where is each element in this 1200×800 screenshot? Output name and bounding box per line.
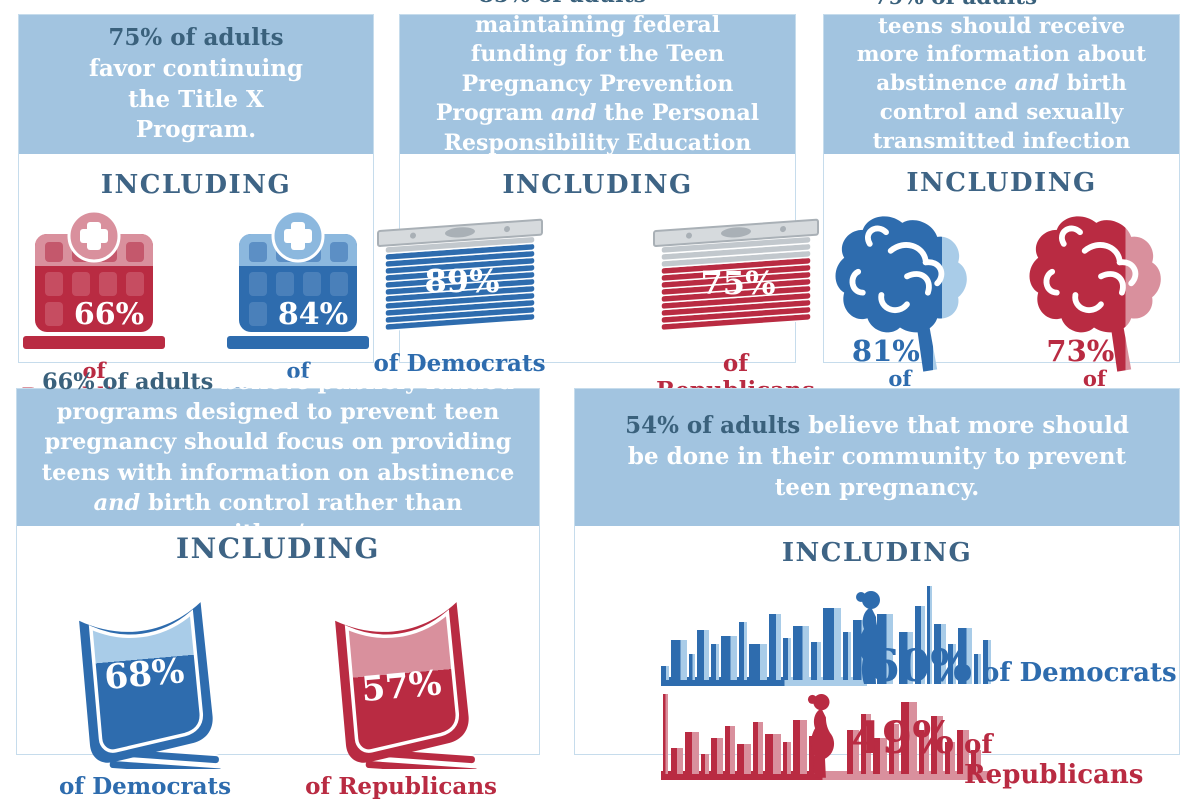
book-icon: 57%	[335, 602, 481, 778]
stat-value: 75%	[700, 264, 775, 302]
stat-label: of Democrats	[982, 658, 1177, 688]
card-title-x: 75% of adults favor continuing the Title…	[18, 14, 374, 408]
stat-republicans: 66% of Republicans	[19, 209, 169, 408]
stat-value: 60%	[869, 641, 973, 692]
card-headline: 54% of adults believe that more should b…	[575, 389, 1179, 526]
headline-body: believe teens should receive more inform…	[856, 0, 1147, 97]
stat-label: of Republicans	[964, 730, 1144, 790]
stat-value: 57%	[360, 663, 443, 710]
card-community-prevention: 54% of adults believe that more should b…	[574, 388, 1180, 790]
city-skyline-icon	[661, 586, 991, 686]
brain-icon	[1029, 216, 1162, 372]
card-more-information: 79% of adults believe teens should recei…	[823, 0, 1180, 416]
headline-lead: 85% of adults	[479, 0, 647, 8]
headline-lead: 66% of adults	[41, 369, 214, 396]
stat-label: of Democrats	[373, 350, 546, 377]
headline-lead: 54% of adults	[625, 412, 801, 440]
headline-body: favor continuing the Title X Program.	[88, 54, 304, 144]
stat-democrats: 81% of Democrats	[824, 202, 976, 416]
calendar-cross-icon: 84%	[227, 209, 369, 349]
stat-value: 84%	[278, 297, 348, 332]
stat-democrats: 84% of Democrats	[223, 209, 373, 408]
stat-label: of Republicans	[305, 773, 498, 800]
headline-and: and	[550, 100, 597, 127]
stat-value: 49%	[851, 713, 955, 764]
including-heading: INCLUDING	[781, 538, 973, 568]
headline-body: favor maintaining federal funding for th…	[435, 0, 734, 127]
headline-body: birth control rather than either/or.	[140, 489, 463, 546]
card-headline: 79% of adults believe teens should recei…	[824, 0, 1179, 183]
stat-democrats: 68% of Democrats	[59, 573, 231, 800]
including-heading: INCLUDING	[502, 170, 693, 200]
card-headline: 66% of adults believe publicly funded pr…	[17, 369, 539, 546]
card-federal-funding: 85% of adults favor maintaining federal …	[373, 0, 819, 404]
book-icon: 68%	[79, 602, 225, 778]
stat-value: 68%	[103, 651, 186, 698]
headline-body: believe that more should be done in thei…	[627, 412, 1129, 501]
headline-body: believe publicly funded programs designe…	[41, 369, 515, 486]
including-heading: INCLUDING	[906, 168, 1097, 198]
headline-body: birth control and sexually transmitted i…	[872, 71, 1131, 183]
money-stack-icon: 89%	[376, 218, 543, 332]
headline-and: and	[1014, 71, 1060, 97]
stat-democrats: 89% of Democrats	[365, 212, 555, 377]
stat-republicans: 49% of Republicans	[851, 713, 1179, 790]
stat-republicans: 75% of Republicans	[641, 212, 831, 404]
skyline-democrats: 60% of Democrats	[575, 576, 1179, 692]
card-abstinence-and-birth-control: 66% of adults believe publicly funded pr…	[16, 369, 540, 800]
stat-value: 66%	[74, 297, 144, 332]
city-skyline-icon	[661, 694, 991, 780]
stat-value: 81%	[851, 334, 920, 368]
skyline-republicans: 49% of Republicans	[575, 688, 1179, 790]
including-heading: INCLUDING	[100, 170, 292, 200]
including-heading: INCLUDING	[176, 532, 380, 565]
headline-lead: 75% of adults	[108, 23, 284, 51]
headline-and: and	[93, 489, 141, 516]
card-headline: 85% of adults favor maintaining federal …	[400, 0, 795, 185]
headline-lead: 79% of adults	[873, 0, 1037, 10]
stat-democrats: 60% of Democrats	[869, 641, 1177, 692]
stat-republicans: 73% of Republicans	[1010, 202, 1179, 416]
money-stack-icon: 75%	[652, 218, 819, 332]
stat-value: 89%	[424, 262, 499, 300]
stat-republicans: 57% of Republicans	[305, 573, 497, 800]
stat-value: 73%	[1046, 334, 1115, 368]
calendar-cross-icon: 66%	[23, 209, 165, 349]
stat-label: of Democrats	[58, 773, 232, 800]
headline-body: the Personal Responsibility Education Pr…	[443, 100, 760, 186]
brain-icon	[835, 216, 967, 372]
card-headline: 75% of adults favor continuing the Title…	[19, 15, 373, 154]
